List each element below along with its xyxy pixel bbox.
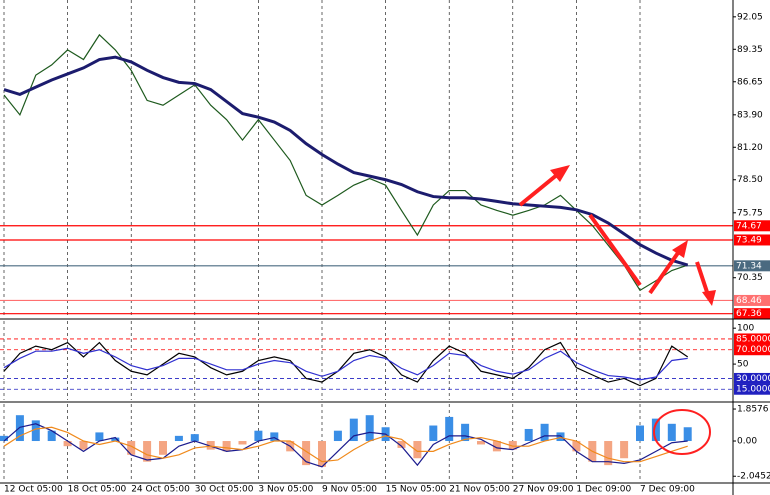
series-line — [3, 426, 688, 463]
series-line — [3, 55, 689, 267]
histogram-bar — [365, 415, 374, 442]
x-tick-label: 12 Oct 05:00 — [4, 485, 63, 495]
histogram-bar — [477, 441, 485, 445]
level-label: 71.34 — [736, 261, 762, 271]
series-line — [3, 423, 688, 468]
arrow-head — [672, 240, 688, 258]
y-tick-label: 81.20 — [737, 143, 763, 153]
level-label: 68.46 — [736, 296, 762, 306]
histogram-bar — [524, 428, 533, 442]
level-label-box — [734, 344, 770, 356]
series-line — [3, 341, 689, 387]
y-tick-label: 0.00 — [737, 437, 757, 447]
histogram-bar — [174, 435, 183, 442]
level-label-box — [734, 308, 770, 320]
level-label-box — [734, 220, 770, 232]
histogram-bar — [651, 418, 660, 442]
x-tick-label: 30 Oct 05:00 — [195, 485, 254, 495]
histogram-bar — [572, 441, 581, 452]
histogram-bar — [429, 425, 438, 442]
annotations — [518, 165, 716, 455]
histogram-bar — [333, 430, 342, 442]
level-label: 30.0000 — [736, 374, 770, 384]
y-tick-label: 89.35 — [737, 45, 763, 55]
histogram-bar — [0, 435, 8, 442]
y-tick-label: 78.50 — [737, 175, 763, 185]
x-tick-label: 21 Nov 05:00 — [449, 485, 510, 495]
histogram-bar — [667, 423, 676, 442]
level-label-box — [734, 383, 770, 395]
histogram-bar — [190, 434, 199, 442]
level-label: 73.49 — [736, 235, 762, 245]
level-label: 15.0000 — [736, 385, 770, 395]
y-tick-label: 92.05 — [737, 12, 763, 22]
arrow — [648, 248, 682, 295]
y-tick-label: 75.75 — [737, 208, 763, 218]
histogram-bar — [302, 441, 311, 466]
level-label: 70.0000 — [736, 345, 770, 355]
histogram-bar — [143, 441, 152, 462]
histogram-bar — [461, 423, 470, 442]
histogram-bar — [270, 432, 279, 442]
histogram-bar — [318, 441, 326, 467]
histogram-bar — [206, 441, 215, 450]
histogram-bar — [397, 441, 406, 448]
arrow — [518, 172, 560, 207]
arrow-head — [550, 165, 570, 182]
level-label-box — [734, 260, 770, 272]
level-label-box — [734, 333, 770, 345]
level-label: 74.67 — [736, 221, 762, 231]
level-label: 85.0000 — [736, 334, 770, 344]
y-tick-label: 1.8576 — [737, 405, 769, 415]
histogram-bar — [95, 432, 104, 442]
x-tick-label: 15 Nov 05:00 — [386, 485, 447, 495]
arrow-head — [702, 290, 716, 306]
histogram-bar — [254, 430, 263, 442]
histogram-bar — [508, 441, 517, 450]
x-tick-label: 3 Nov 05:00 — [258, 485, 313, 495]
histogram-bar — [222, 441, 231, 452]
histogram-bar — [159, 441, 167, 455]
x-tick-label: 9 Nov 05:00 — [322, 485, 377, 495]
series-line — [3, 347, 688, 381]
histogram-bar — [683, 427, 692, 442]
y-tick-label: 86.65 — [737, 77, 763, 87]
level-label: 67.36 — [736, 309, 762, 319]
y-tick-label: 83.90 — [737, 110, 763, 120]
histogram-bar — [349, 418, 358, 442]
histogram-bar — [492, 441, 501, 452]
histogram-bar — [127, 441, 136, 455]
histogram-bar — [540, 423, 549, 442]
level-label-box — [734, 234, 770, 246]
level-label-box — [734, 294, 770, 306]
histogram-bar — [111, 437, 120, 442]
x-tick-label: 1 Dec 09:00 — [576, 485, 631, 495]
arrow — [695, 261, 710, 296]
arrow — [588, 213, 642, 287]
histogram-bar — [636, 425, 644, 442]
y-tick-label: 50 — [737, 360, 749, 370]
y-tick-label: -2.0452 — [737, 472, 770, 482]
histogram-bar — [15, 415, 24, 442]
histogram-bar — [445, 416, 454, 442]
histogram-bar — [31, 420, 40, 442]
x-tick-label: 27 Nov 09:00 — [513, 485, 574, 495]
histogram-bar — [47, 430, 56, 442]
highlight-circle — [653, 409, 711, 455]
histogram-bar — [556, 432, 565, 442]
histogram-bar — [63, 441, 72, 447]
histogram-bar — [604, 441, 613, 466]
level-label-box — [734, 372, 770, 384]
y-tick-label: 100 — [737, 324, 754, 334]
x-tick-label: 7 Dec 09:00 — [640, 485, 695, 495]
y-tick-label: 70.35 — [737, 273, 763, 283]
x-tick-label: 18 Oct 05:00 — [68, 485, 127, 495]
x-tick-label: 24 Oct 05:00 — [131, 485, 190, 495]
histogram-bar — [79, 441, 88, 450]
histogram-bar — [238, 441, 247, 445]
histogram-bar — [620, 441, 629, 459]
histogram-bar — [413, 441, 422, 459]
